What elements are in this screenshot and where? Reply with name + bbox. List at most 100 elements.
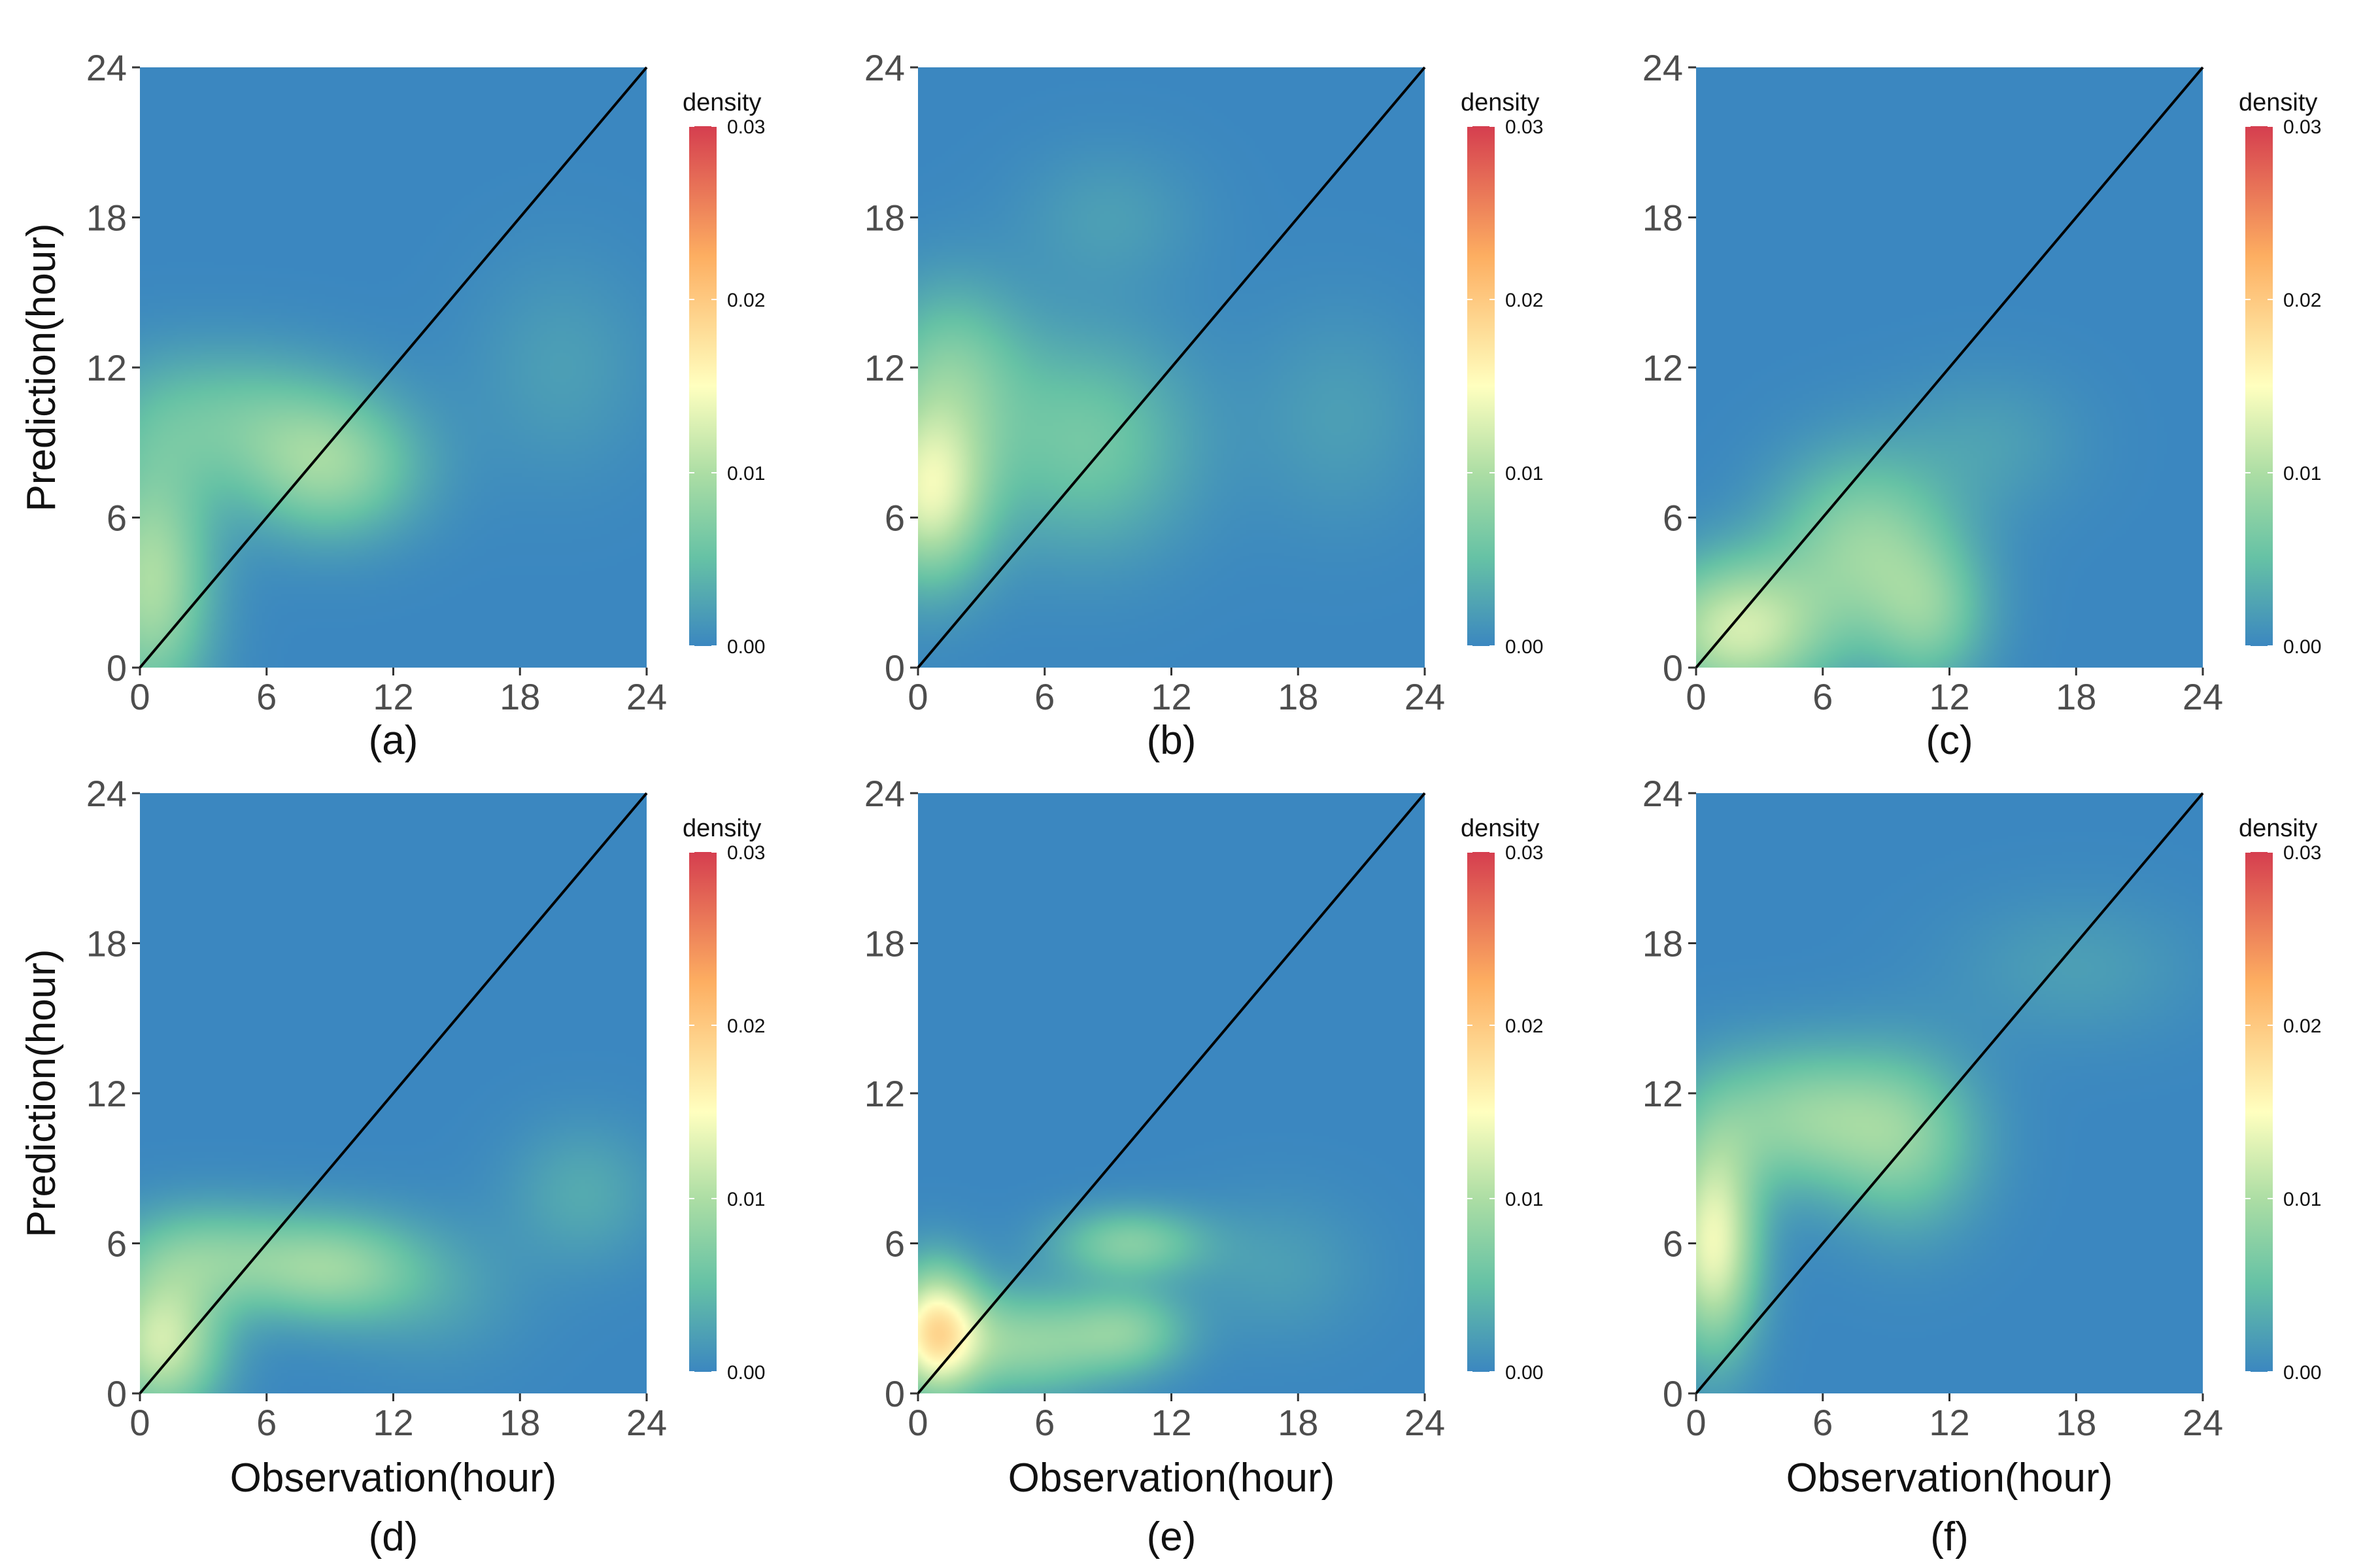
panel-e: 0 6 12 18 24 0 6 12 18 24 Observation(hour) (e) dens… — [864, 773, 1544, 1559]
y-tick-label: 6 — [885, 1223, 905, 1265]
panel-caption: (f) — [1930, 1514, 1969, 1559]
y-tick-label: 6 — [1663, 1223, 1683, 1265]
legend-tick-label: 0.00 — [727, 636, 765, 658]
x-tick-label: 24 — [626, 1402, 667, 1443]
x-tick-label: 18 — [500, 1402, 540, 1443]
y-tick-label: 24 — [1642, 47, 1683, 88]
y-tick-label: 18 — [86, 923, 127, 964]
color-legend: density 0.00 0.01 0.02 0.03 — [1461, 815, 1543, 1384]
legend-tick-label: 0.01 — [727, 463, 765, 485]
legend-tick-label: 0.02 — [727, 1015, 765, 1037]
legend-colorbar — [689, 126, 717, 646]
y-tick-label: 18 — [1642, 923, 1683, 964]
legend-title: density — [683, 815, 761, 842]
y-tick-label: 18 — [1642, 197, 1683, 239]
legend-colorbar — [689, 852, 717, 1372]
panels: 0 6 12 18 24 0 6 12 18 24 Prediction(hour) (a) densi… — [19, 47, 2321, 1559]
legend-tick-label: 0.01 — [1505, 463, 1543, 485]
legend-tick-label: 0.03 — [1505, 116, 1543, 138]
x-tick-label: 24 — [1404, 676, 1445, 717]
legend-colorbar — [2245, 852, 2273, 1372]
legend-tick-label: 0.00 — [1505, 1362, 1543, 1384]
y-tick-label: 0 — [1663, 647, 1683, 689]
panel-caption: (d) — [369, 1514, 418, 1559]
x-tick-label: 24 — [626, 676, 667, 717]
y-tick-label: 12 — [864, 347, 905, 388]
x-tick-label: 12 — [1151, 1402, 1191, 1443]
x-tick-label: 6 — [1034, 676, 1055, 717]
x-tick-label: 12 — [1929, 1402, 1969, 1443]
color-legend: density 0.00 0.01 0.02 0.03 — [683, 815, 765, 1384]
legend-colorbar — [1467, 126, 1495, 646]
x-axis-title: Observation(hour) — [230, 1456, 557, 1501]
y-tick-label: 24 — [864, 47, 905, 88]
y-tick-label: 0 — [107, 647, 127, 689]
legend-tick-label: 0.03 — [727, 116, 765, 138]
panel-caption: (b) — [1147, 718, 1197, 763]
y-tick-label: 24 — [86, 773, 127, 814]
legend-colorbar — [2245, 126, 2273, 646]
panel-caption: (c) — [1926, 718, 1973, 763]
x-tick-label: 6 — [256, 676, 277, 717]
panel-c: 0 6 12 18 24 0 6 12 18 24 (c) density 0.00 0.01 0.02 0.… — [1642, 47, 2322, 763]
x-tick-label: 12 — [1151, 676, 1191, 717]
legend-tick-label: 0.00 — [2283, 1362, 2321, 1384]
color-legend: density 0.00 0.01 0.02 0.03 — [683, 89, 765, 658]
y-tick-label: 12 — [86, 1073, 127, 1114]
y-tick-label: 24 — [1642, 773, 1683, 814]
legend-tick-label: 0.00 — [1505, 636, 1543, 658]
x-tick-label: 0 — [129, 676, 150, 717]
legend-tick-label: 0.01 — [1505, 1189, 1543, 1210]
y-tick-label: 0 — [1663, 1373, 1683, 1414]
y-tick-label: 24 — [86, 47, 127, 88]
y-axis-title: Prediction(hour) — [19, 949, 64, 1237]
legend-tick-label: 0.01 — [727, 1189, 765, 1210]
x-tick-label: 0 — [908, 1402, 928, 1443]
x-tick-label: 12 — [1929, 676, 1969, 717]
color-legend: density 0.00 0.01 0.02 0.03 — [2239, 89, 2321, 658]
y-tick-label: 18 — [864, 923, 905, 964]
identity-line — [1695, 66, 2204, 669]
x-tick-label: 18 — [2056, 1402, 2096, 1443]
legend-title: density — [683, 89, 761, 116]
legend-tick-label: 0.01 — [2283, 463, 2321, 485]
panel-d: 0 6 12 18 24 0 6 12 18 24 Prediction(hour) Observat… — [19, 773, 765, 1559]
identity-line — [1695, 792, 2204, 1395]
identity-line — [917, 66, 1426, 669]
x-tick-label: 18 — [1278, 676, 1318, 717]
legend-title: density — [2239, 815, 2317, 842]
y-tick-label: 0 — [107, 1373, 127, 1414]
y-tick-label: 0 — [885, 1373, 905, 1414]
panel-caption: (a) — [369, 718, 418, 763]
x-tick-label: 12 — [373, 676, 413, 717]
y-tick-label: 24 — [864, 773, 905, 814]
y-tick-label: 0 — [885, 647, 905, 689]
legend-tick-label: 0.03 — [2283, 116, 2321, 138]
panel-f: 0 6 12 18 24 0 6 12 18 24 Observation(hour) (f) dens… — [1642, 773, 2322, 1559]
legend-tick-label: 0.01 — [2283, 1189, 2321, 1210]
x-tick-label: 24 — [2183, 1402, 2223, 1443]
color-legend: density 0.00 0.01 0.02 0.03 — [1461, 89, 1543, 658]
identity-line — [917, 792, 1426, 1395]
legend-tick-label: 0.03 — [2283, 842, 2321, 864]
legend-tick-label: 0.02 — [2283, 290, 2321, 311]
legend-tick-label: 0.03 — [1505, 842, 1543, 864]
x-tick-label: 18 — [2056, 676, 2096, 717]
y-tick-label: 6 — [107, 498, 127, 539]
y-tick-label: 6 — [107, 1223, 127, 1265]
legend-tick-label: 0.02 — [1505, 290, 1543, 311]
x-tick-label: 6 — [1812, 676, 1833, 717]
identity-line — [139, 792, 648, 1395]
x-tick-label: 0 — [129, 1402, 150, 1443]
legend-tick-label: 0.00 — [727, 1362, 765, 1384]
panel-caption: (e) — [1147, 1514, 1197, 1559]
x-tick-label: 0 — [908, 676, 928, 717]
x-tick-label: 24 — [2183, 676, 2223, 717]
x-tick-label: 6 — [1034, 1402, 1055, 1443]
x-tick-label: 6 — [1812, 1402, 1833, 1443]
identity-line — [139, 66, 648, 669]
panel-b: 0 6 12 18 24 0 6 12 18 24 (b) density 0.00 0.01 0.02 0.… — [864, 47, 1544, 763]
legend-title: density — [2239, 89, 2317, 116]
color-legend: density 0.00 0.01 0.02 0.03 — [2239, 815, 2321, 1384]
